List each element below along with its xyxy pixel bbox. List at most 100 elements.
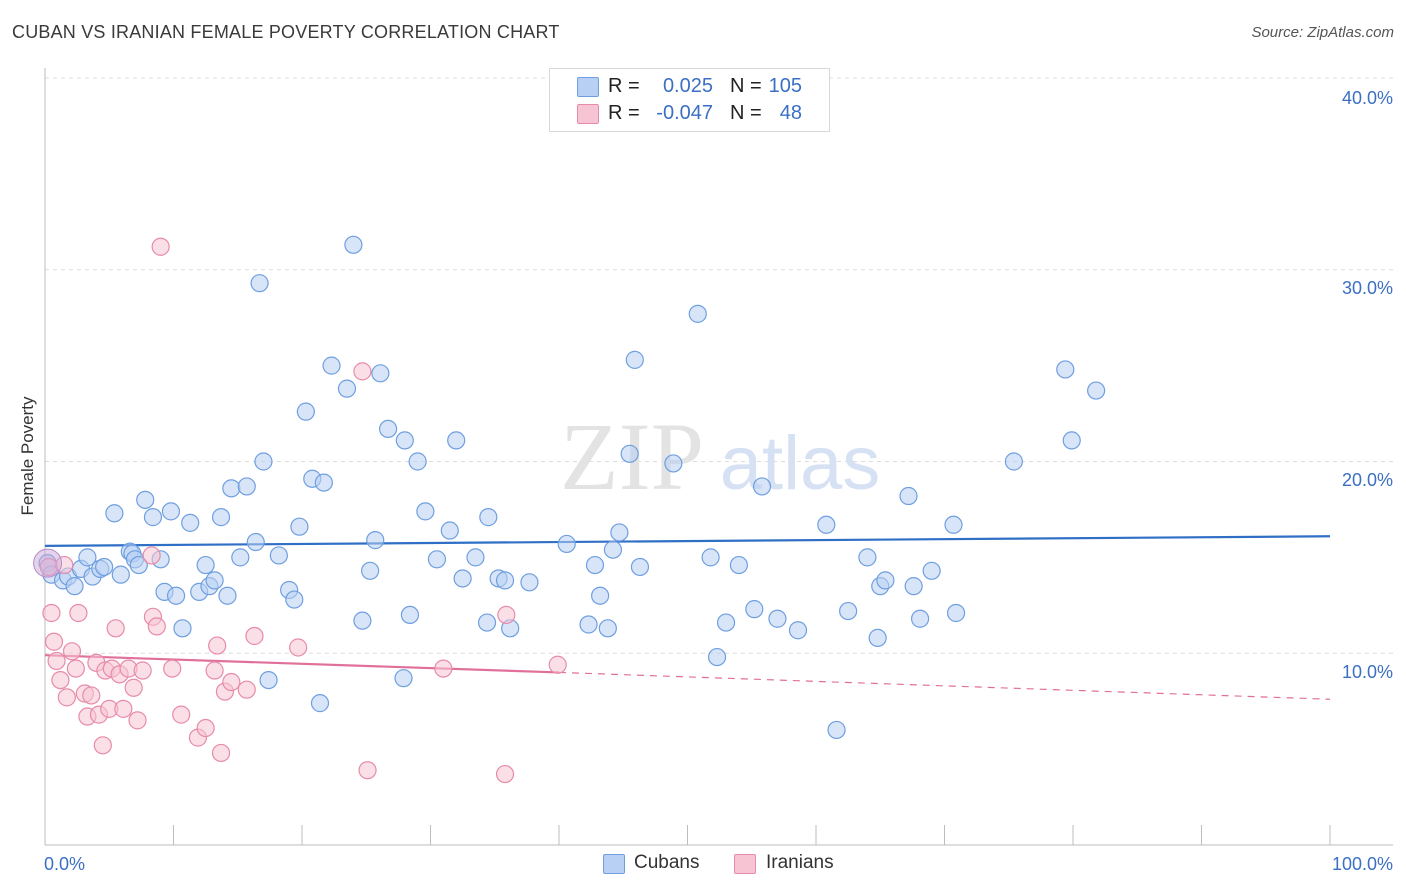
- data-point-cubans: [269, 546, 288, 565]
- data-point-cubans: [664, 454, 683, 473]
- data-point-cubans: [366, 531, 385, 550]
- data-point-cubans: [310, 694, 330, 713]
- data-point-cubans: [688, 304, 707, 323]
- legend-swatch-cubans: [577, 77, 599, 97]
- data-point-iranians: [124, 678, 143, 697]
- bottom-legend-label-iranians: Iranians: [766, 852, 834, 873]
- axes: [44, 68, 1393, 846]
- data-point-iranians: [42, 603, 61, 623]
- data-point-cubans: [447, 431, 466, 450]
- data-point-cubans: [254, 452, 273, 471]
- data-point-cubans: [205, 571, 224, 590]
- trend-line-iranians: [44, 654, 560, 674]
- legend-r-value: 0.025: [662, 75, 713, 97]
- data-point-iranians: [147, 617, 166, 636]
- data-point-cubans: [173, 619, 192, 638]
- data-point-cubans: [827, 720, 846, 740]
- data-point-cubans: [290, 517, 309, 536]
- data-point-cubans: [33, 548, 63, 578]
- data-point-cubans: [707, 647, 727, 667]
- data-point-cubans: [314, 473, 333, 492]
- data-point-cubans: [610, 523, 629, 542]
- legend-swatch-iranians: [577, 104, 599, 124]
- data-point-iranians: [151, 237, 170, 256]
- data-point-iranians: [106, 619, 125, 638]
- data-point-iranians: [62, 642, 82, 661]
- data-point-cubans: [729, 555, 749, 575]
- trend-line-cubans: [44, 535, 1331, 547]
- legend-r-label: R =: [608, 102, 640, 124]
- data-point-cubans: [222, 479, 241, 498]
- data-point-cubans: [630, 557, 650, 577]
- data-point-cubans: [322, 356, 341, 375]
- data-point-cubans: [768, 609, 787, 628]
- data-point-cubans: [752, 477, 772, 496]
- data-point-cubans: [944, 515, 963, 534]
- source-label: Source: ZipAtlas.com: [1251, 24, 1394, 41]
- data-point-iranians: [497, 605, 516, 625]
- data-point-cubans: [181, 513, 200, 532]
- data-point-cubans: [196, 555, 215, 575]
- data-point-cubans: [591, 586, 610, 605]
- data-point-cubans: [400, 605, 420, 625]
- data-point-iranians: [434, 659, 453, 678]
- data-point-cubans: [111, 565, 130, 584]
- data-point-cubans: [579, 615, 598, 634]
- data-point-cubans: [427, 550, 447, 569]
- correlation-legend: R = 0.025 N = 105 R = -0.047 N = 48: [549, 68, 830, 132]
- data-point-cubans: [946, 603, 966, 623]
- data-point-cubans: [250, 274, 269, 293]
- data-point-cubans: [1087, 381, 1106, 400]
- data-point-cubans: [585, 555, 605, 575]
- data-point-cubans: [495, 571, 515, 590]
- data-point-cubans: [477, 613, 497, 632]
- y-tick-label-40: 40.0%: [1342, 88, 1393, 108]
- trend-line-dashed-iranians: [558, 671, 1331, 700]
- legend-r-value: -0.047: [656, 102, 713, 124]
- data-point-cubans: [95, 557, 114, 577]
- data-point-iranians: [44, 632, 64, 651]
- data-point-iranians: [172, 705, 191, 724]
- data-point-iranians: [222, 672, 241, 692]
- data-point-iranians: [82, 686, 101, 705]
- data-point-iranians: [128, 711, 147, 730]
- data-point-cubans: [876, 571, 895, 590]
- data-point-cubans: [620, 444, 639, 463]
- data-point-cubans: [817, 515, 836, 534]
- data-point-cubans: [922, 561, 941, 580]
- data-point-cubans: [520, 573, 539, 592]
- data-point-cubans: [858, 548, 877, 567]
- data-point-cubans: [1004, 452, 1023, 471]
- data-point-iranians: [163, 659, 182, 678]
- data-point-iranians: [237, 680, 256, 699]
- data-point-cubans: [839, 601, 858, 621]
- y-tick-label-10: 10.0%: [1342, 662, 1393, 682]
- data-point-cubans: [1056, 360, 1075, 379]
- data-point-cubans: [395, 431, 414, 450]
- data-point-cubans: [371, 364, 390, 383]
- data-point-iranians: [289, 638, 308, 657]
- bottom-legend-label-cubans: Cubans: [634, 852, 700, 873]
- tick-labels: 0.0% 100.0% 10.0% 20.0% 30.0% 40.0% Fema…: [18, 88, 1393, 874]
- data-point-cubans: [394, 669, 413, 688]
- data-point-iranians: [353, 362, 372, 381]
- data-point-iranians: [208, 636, 227, 655]
- data-point-cubans: [65, 577, 84, 596]
- data-point-iranians: [47, 651, 66, 671]
- legend-n-value: 48: [779, 102, 802, 124]
- x-tick-label-max: 100.0%: [1332, 854, 1393, 874]
- bottom-legend-swatch-iranians: [734, 854, 756, 874]
- data-point-cubans: [259, 670, 278, 690]
- data-point-cubans: [361, 561, 380, 580]
- data-point-cubans: [231, 548, 250, 567]
- data-point-cubans: [143, 508, 163, 527]
- data-point-cubans: [598, 619, 617, 638]
- data-point-iranians: [245, 626, 264, 646]
- legend-n-value: 105: [768, 75, 802, 97]
- data-point-cubans: [557, 534, 576, 554]
- data-point-cubans: [218, 586, 237, 605]
- data-point-iranians: [133, 661, 152, 680]
- data-point-iranians: [57, 688, 76, 707]
- data-point-cubans: [353, 611, 372, 630]
